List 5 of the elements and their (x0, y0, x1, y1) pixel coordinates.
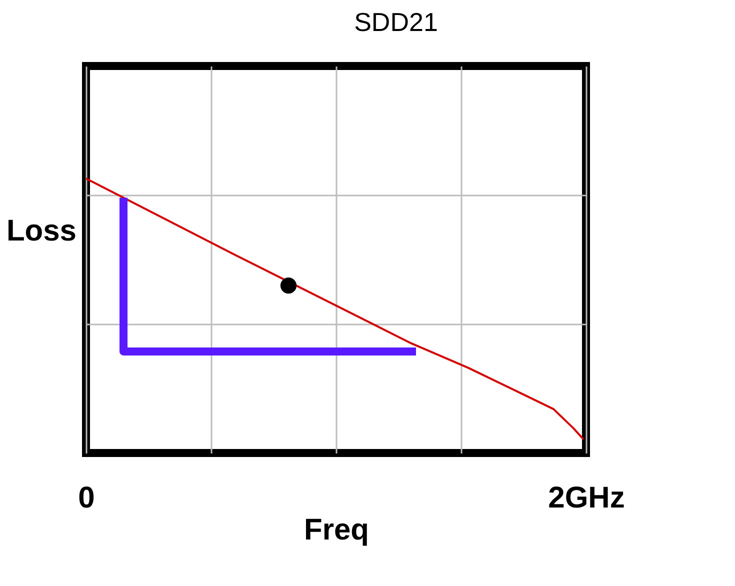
x-tick-label: 2GHz (548, 482, 625, 514)
x-axis-title: Freq (304, 514, 370, 546)
chart-title: SDD21 (354, 7, 438, 37)
y-axis-title: Loss (6, 214, 76, 248)
x-tick-label: 0 (78, 482, 95, 514)
